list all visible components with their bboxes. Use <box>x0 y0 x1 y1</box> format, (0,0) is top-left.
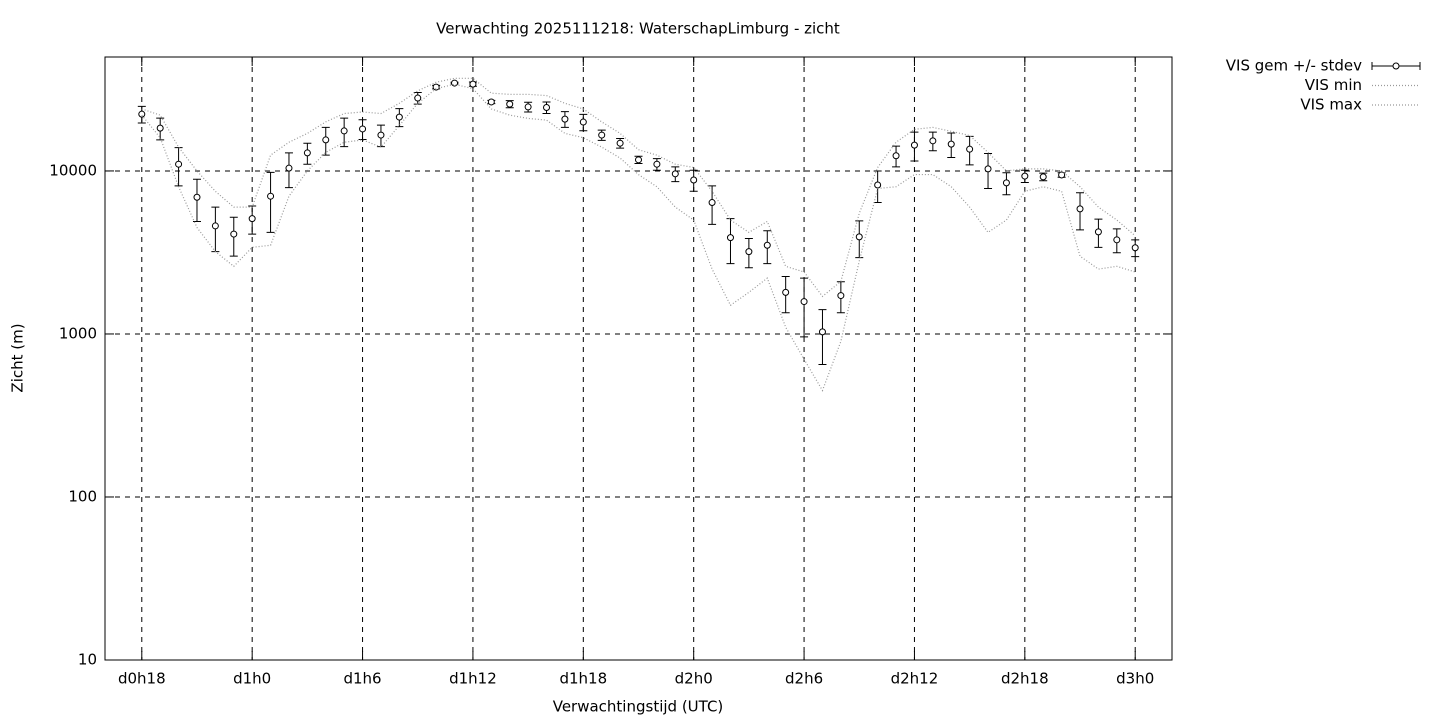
x-tick-label: d2h18 <box>1001 670 1049 688</box>
mean-point <box>138 110 146 118</box>
x-tick-label: d2h12 <box>891 670 939 688</box>
mean-point <box>285 164 293 172</box>
mean-point <box>1021 172 1029 180</box>
x-tick-label: d1h6 <box>343 670 381 688</box>
mean-point <box>855 233 863 241</box>
y-tick-label: 100 <box>68 487 97 505</box>
mean-point <box>248 215 256 223</box>
legend-label: VIS max <box>1300 96 1362 114</box>
mean-point <box>340 127 348 135</box>
x-tick-label: d2h0 <box>675 670 713 688</box>
x-tick-label: d3h0 <box>1116 670 1154 688</box>
legend-label: VIS min <box>1305 76 1362 94</box>
mean-point <box>524 103 532 111</box>
mean-point <box>1131 244 1139 252</box>
mean-point <box>543 104 551 112</box>
mean-point <box>653 160 661 168</box>
mean-point <box>929 137 937 145</box>
mean-point <box>395 113 403 121</box>
chart-title: Verwachting 2025111218: WaterschapLimbur… <box>436 20 840 38</box>
y-tick-label: 10000 <box>49 161 97 179</box>
mean-point <box>635 156 642 164</box>
mean-point <box>800 298 808 306</box>
y-axis-label: Zicht (m) <box>9 323 27 392</box>
x-tick-label: d2h6 <box>785 670 823 688</box>
plot-frame <box>104 56 1173 661</box>
mean-point <box>193 193 201 201</box>
mean-point <box>322 136 330 144</box>
mean-point <box>837 292 845 300</box>
mean-point <box>874 181 882 189</box>
mean-point <box>1113 236 1121 244</box>
x-tick-label: d0h18 <box>118 670 166 688</box>
x-axis-label: Verwachtingstijd (UTC) <box>553 698 724 716</box>
error-bar <box>800 277 809 338</box>
mean-point <box>1076 205 1084 213</box>
mean-point <box>984 165 992 173</box>
mean-point <box>616 139 624 147</box>
mean-point <box>561 115 569 123</box>
mean-point <box>690 176 698 184</box>
mean-point <box>910 141 918 149</box>
mean-point <box>451 79 459 87</box>
mean-point <box>432 83 440 91</box>
mean-point <box>175 160 183 168</box>
y-tick-label: 1000 <box>59 324 97 342</box>
mean-point <box>230 230 238 238</box>
error-bar <box>266 171 275 233</box>
mean-point <box>303 149 311 157</box>
mean-point <box>892 152 900 160</box>
mean-point <box>469 80 477 88</box>
mean-point <box>1058 171 1066 179</box>
mean-point <box>267 192 275 200</box>
mean-point <box>359 125 367 133</box>
mean-point <box>1094 228 1102 236</box>
mean-point <box>598 131 606 139</box>
x-tick-label: d1h12 <box>449 670 497 688</box>
mean-point <box>782 288 790 296</box>
mean-point <box>414 94 422 102</box>
line-series <box>141 83 1136 392</box>
mean-point <box>966 145 974 153</box>
mean-point <box>763 241 771 249</box>
mean-point <box>377 131 385 139</box>
error-bar <box>726 218 735 265</box>
mean-point <box>156 124 164 132</box>
x-tick-label: d1h0 <box>233 670 271 688</box>
mean-point <box>708 199 716 207</box>
mean-point <box>947 140 955 148</box>
y-tick-label: 10 <box>78 651 97 669</box>
mean-point <box>1002 179 1010 187</box>
mean-point <box>1039 173 1047 181</box>
mean-point <box>487 98 495 106</box>
error-bar <box>818 309 827 365</box>
mean-point <box>211 222 219 230</box>
mean-point <box>671 170 679 178</box>
legend-label: VIS gem +/- stdev <box>1226 57 1362 75</box>
x-tick-label: d1h18 <box>559 670 607 688</box>
mean-point <box>745 248 753 256</box>
mean-point <box>726 234 734 242</box>
legend-swatch <box>1392 62 1400 70</box>
mean-point <box>818 328 826 336</box>
mean-point <box>506 100 514 108</box>
mean-point <box>579 118 587 126</box>
